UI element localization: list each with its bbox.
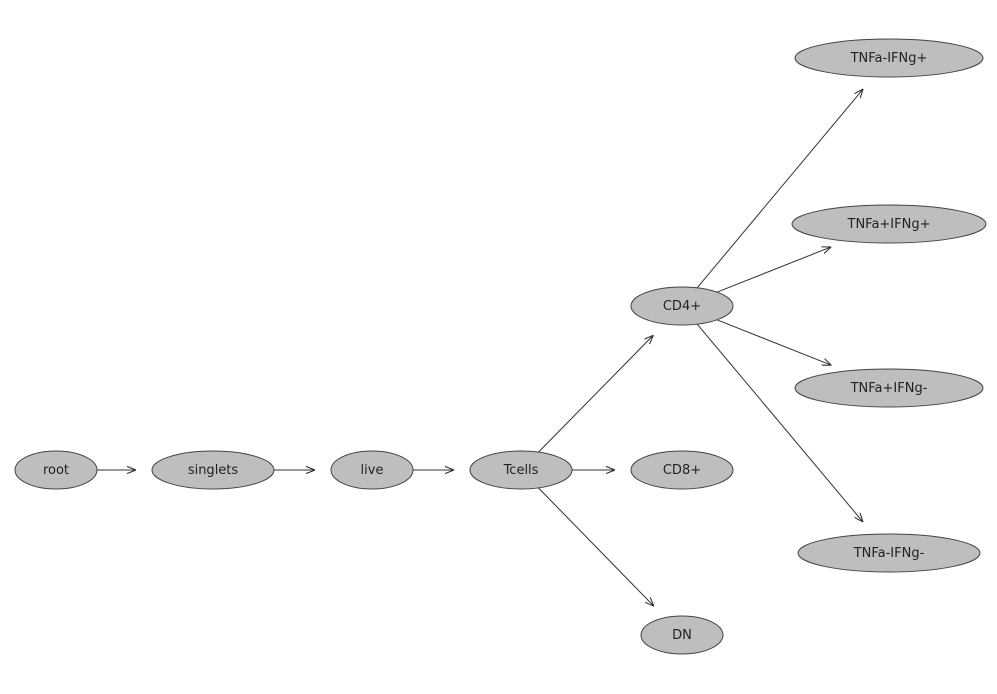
node-label: Tcells (503, 463, 539, 478)
node-tcells[interactable]: Tcells (469, 450, 573, 490)
node-label: TNFa-IFNg- (853, 546, 925, 561)
node-ellipse (797, 533, 981, 573)
edge-cd4pos-to-tnfanegifngpos (696, 89, 863, 289)
node-tnfaposifngneg[interactable]: TNFa+IFNg- (794, 368, 984, 408)
node-ellipse (630, 286, 734, 326)
node-label: DN (672, 628, 692, 643)
node-label: singlets (188, 463, 239, 478)
node-ellipse (794, 38, 984, 78)
node-ellipse (640, 615, 724, 655)
edge-cd4pos-to-tnfaposifngpos (716, 247, 831, 293)
node-tnfanegifngpos[interactable]: TNFa-IFNg+ (794, 38, 984, 78)
node-ellipse (330, 450, 414, 490)
node-cd4pos[interactable]: CD4+ (630, 286, 734, 326)
node-live[interactable]: live (330, 450, 414, 490)
node-label: TNFa+IFNg+ (847, 217, 931, 232)
edge-cd4pos-to-tnfanegifngneg (696, 323, 863, 522)
node-ellipse (151, 450, 275, 490)
node-label: CD8+ (663, 463, 701, 478)
node-label: live (361, 463, 384, 478)
node-tnfaposifngpos[interactable]: TNFa+IFNg+ (791, 204, 987, 244)
node-ellipse (630, 450, 734, 490)
node-root[interactable]: root (14, 450, 98, 490)
node-singlets[interactable]: singlets (151, 450, 275, 490)
node-ellipse (791, 204, 987, 244)
node-cd8pos[interactable]: CD8+ (630, 450, 734, 490)
node-label: TNFa+IFNg- (850, 381, 928, 396)
edge-tcells-to-cd4pos (538, 335, 654, 453)
node-label: root (43, 463, 69, 478)
node-ellipse (14, 450, 98, 490)
node-tnfanegifngneg[interactable]: TNFa-IFNg- (797, 533, 981, 573)
node-dn[interactable]: DN (640, 615, 724, 655)
node-label: CD4+ (663, 299, 701, 314)
edge-cd4pos-to-tnfaposifngneg (716, 319, 831, 365)
edge-tcells-to-dn (538, 487, 654, 606)
node-label: TNFa-IFNg+ (850, 51, 928, 66)
node-ellipse (469, 450, 573, 490)
node-ellipse (794, 368, 984, 408)
